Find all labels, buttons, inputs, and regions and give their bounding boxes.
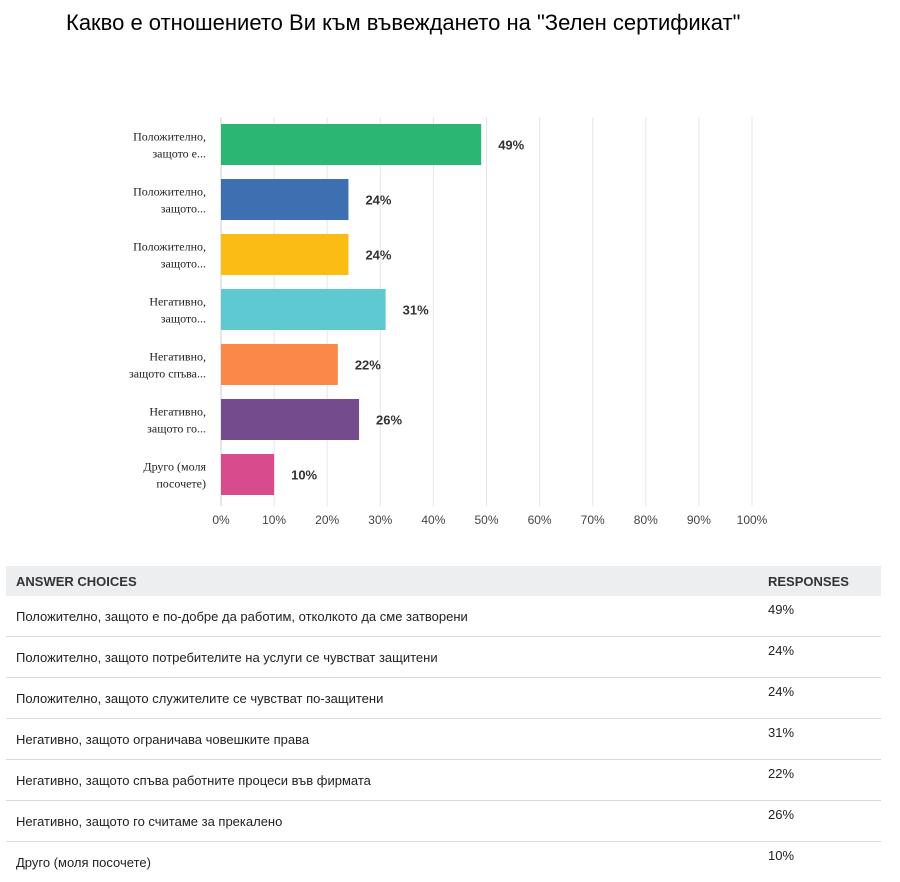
bar [221,124,481,165]
response-value: 24% [760,678,881,719]
category-label: защото... [161,257,206,271]
table-row: Положително, защото служителите се чувст… [6,678,881,719]
responses-table: ANSWER CHOICES RESPONSES Положително, за… [6,566,881,882]
data-label: 26% [376,413,402,428]
category-label: Положително, [133,240,206,254]
category-label: Положително, [133,185,206,199]
category-label: защото... [161,202,206,216]
x-tick-label: 10% [262,513,286,527]
data-label: 31% [403,303,429,318]
data-label: 22% [355,358,381,373]
response-value: 31% [760,719,881,760]
answer-choice: Положително, защото потребителите на усл… [6,637,760,678]
category-label: Положително, [133,130,206,144]
table-row: Негативно, защото ограничава човешките п… [6,719,881,760]
data-label: 24% [365,248,391,263]
answer-choice: Негативно, защото го считаме за прекален… [6,801,760,842]
answer-choice: Негативно, защото спъва работните процес… [6,760,760,801]
data-label: 10% [291,468,317,483]
x-tick-label: 70% [581,513,605,527]
x-tick-label: 50% [474,513,498,527]
category-label: защото спъва... [129,367,206,381]
responses-header: RESPONSES [760,566,881,596]
category-label: защото... [161,312,206,326]
table-row: Положително, защото потребителите на усл… [6,637,881,678]
x-tick-label: 0% [212,513,230,527]
category-label: Негативно, [149,350,206,364]
category-label: Негативно, [149,405,206,419]
bar [221,399,359,440]
bar [221,179,348,220]
table-row: Негативно, защото спъва работните процес… [6,760,881,801]
response-value: 10% [760,842,881,882]
category-label: посочете) [156,477,206,491]
table-row: Друго (моля посочете) 10% [6,842,881,882]
category-label: защото е... [152,147,206,161]
table-header-row: ANSWER CHOICES RESPONSES [6,566,881,596]
answer-choice: Положително, защото е по-добре да работи… [6,596,760,637]
category-label: защото го... [147,422,206,436]
bar-chart: 0% 10% 20% 30% 40% 50% 60% 70% 80% 90% 100% 49% Поло… [0,0,900,540]
answer-choice: Положително, защото служителите се чувст… [6,678,760,719]
x-tick-label: 90% [687,513,711,527]
answer-choice: Друго (моля посочете) [6,842,760,882]
data-label: 24% [365,193,391,208]
response-value: 22% [760,760,881,801]
answer-choices-header: ANSWER CHOICES [6,566,760,596]
x-tick-label: 80% [634,513,658,527]
x-tick-label: 30% [368,513,392,527]
category-label: Негативно, [149,295,206,309]
response-value: 49% [760,596,881,637]
bar [221,289,386,330]
category-label: Друго (моля [143,460,206,474]
table-row: Положително, защото е по-добре да работи… [6,596,881,637]
x-tick-label: 60% [528,513,552,527]
bar [221,234,348,275]
response-value: 26% [760,801,881,842]
data-label: 49% [498,138,524,153]
bar [221,344,338,385]
table-row: Негативно, защото го считаме за прекален… [6,801,881,842]
answer-choice: Негативно, защото ограничава човешките п… [6,719,760,760]
x-tick-label: 100% [737,513,768,527]
bar [221,454,274,495]
response-value: 24% [760,637,881,678]
x-tick-label: 20% [315,513,339,527]
x-tick-label: 40% [421,513,445,527]
